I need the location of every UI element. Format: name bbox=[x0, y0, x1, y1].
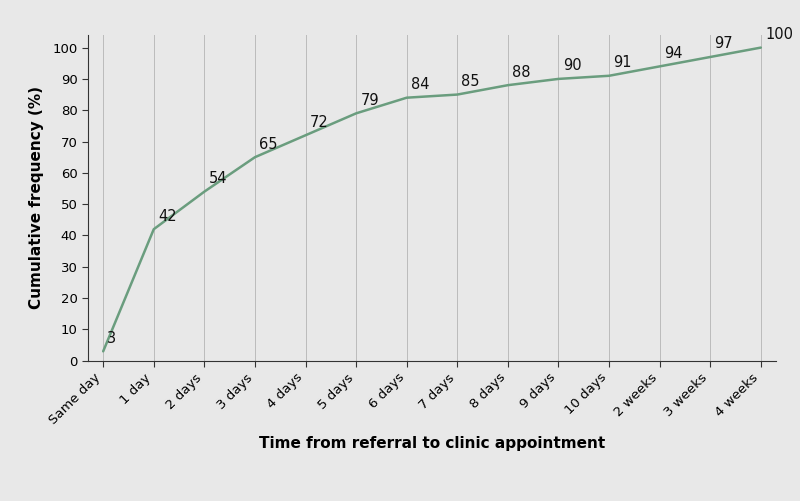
Text: 88: 88 bbox=[512, 65, 530, 80]
Text: 85: 85 bbox=[462, 74, 480, 89]
Text: 84: 84 bbox=[411, 77, 430, 92]
Text: 72: 72 bbox=[310, 115, 329, 130]
Y-axis label: Cumulative frequency (%): Cumulative frequency (%) bbox=[29, 86, 44, 310]
Text: 3: 3 bbox=[107, 331, 117, 346]
Text: 94: 94 bbox=[664, 46, 682, 61]
Text: 90: 90 bbox=[562, 58, 582, 73]
Text: 91: 91 bbox=[614, 55, 632, 70]
Text: 54: 54 bbox=[209, 171, 227, 186]
X-axis label: Time from referral to clinic appointment: Time from referral to clinic appointment bbox=[259, 435, 605, 450]
Text: 97: 97 bbox=[714, 37, 733, 52]
Text: 65: 65 bbox=[259, 137, 278, 152]
Text: 100: 100 bbox=[765, 27, 793, 42]
Text: 42: 42 bbox=[158, 208, 177, 223]
Text: 79: 79 bbox=[360, 93, 379, 108]
